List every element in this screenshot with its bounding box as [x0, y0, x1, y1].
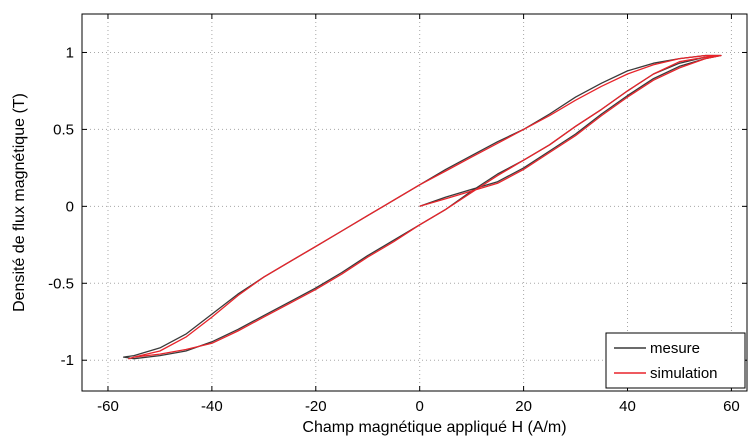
x-tick-label: 0 [416, 398, 424, 415]
y-tick-label: 0.5 [53, 121, 74, 138]
series-line-simulation [128, 54, 722, 360]
legend-label-mesure: mesure [650, 340, 700, 357]
legend-box [605, 332, 746, 389]
series-line-mesure [122, 54, 722, 360]
y-tick-label: -0.5 [48, 275, 74, 292]
grid [82, 14, 747, 391]
y-tick-label: 1 [66, 44, 74, 61]
x-tick-label: -60 [97, 398, 119, 415]
x-tick-label: 60 [723, 398, 740, 415]
y-tick-label: 0 [66, 198, 74, 215]
x-axis-label: Champ magnétique appliqué H (A/m) [302, 419, 566, 436]
y-axis-label: Densité de flux magnétique (T) [11, 93, 28, 312]
plot-frame [81, 13, 748, 392]
x-tick-label: 40 [619, 398, 636, 415]
x-tick-label: -20 [305, 398, 327, 415]
y-tick-label: -1 [61, 352, 74, 369]
legend-label-simulation: simulation [650, 365, 718, 382]
x-tick-label: -40 [201, 398, 223, 415]
legend: mesure simulation [605, 332, 746, 389]
x-tick-label: 20 [515, 398, 532, 415]
series-group [122, 54, 722, 360]
